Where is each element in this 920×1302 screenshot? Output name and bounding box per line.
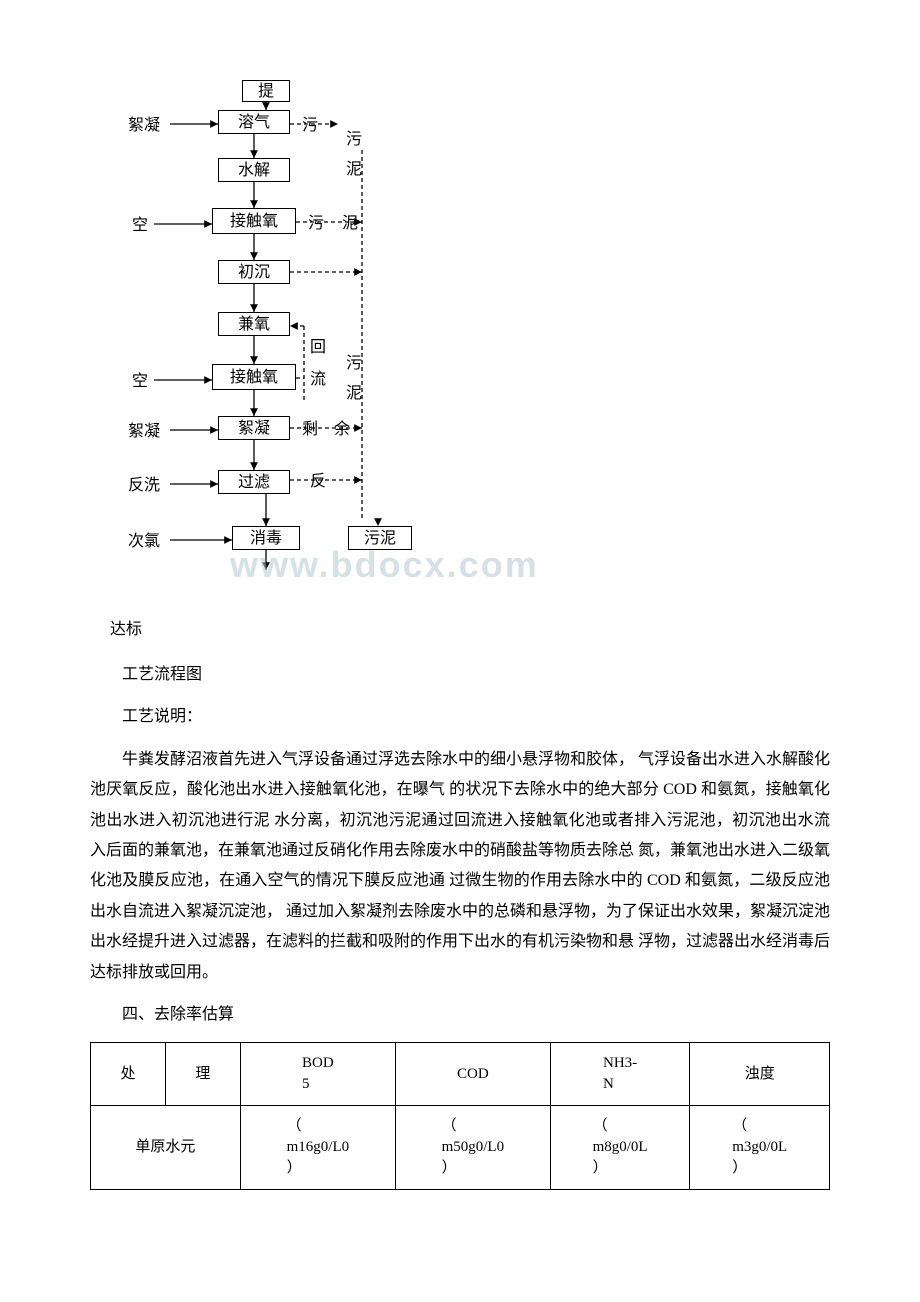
flow-node-n_wuni_r1a: 污 [346,130,362,149]
flow-caption: 工艺流程图 [122,660,830,690]
table-col-1: 理 [165,1043,240,1106]
table-col-5: 浊度 [690,1043,830,1106]
flow-node-n_dabiao: 达标 [110,620,142,639]
flow-node-n_sheng: 剩 [302,420,318,439]
flow-node-n_wuni_r2b: 泥 [346,384,362,403]
flow-node-n_wuni_r1b: 泥 [346,160,362,179]
table-row: 单原水元（m16g0/L0）（m50g0/L0）（m8g0/0L）（m3g0/0… [91,1106,830,1190]
removal-rate-table: 处理BOD5CODNH3-N浊度 单原水元（m16g0/L0）（m50g0/L0… [90,1042,830,1190]
description-heading: 工艺说明： [122,702,830,732]
flow-node-n_xiaodu: 消毒 [232,526,300,550]
table-col-2: BOD5 [240,1043,395,1106]
flow-node-n_tisheng: 提 [242,80,290,102]
flow-node-n_xuning2: 絮凝 [128,422,160,441]
flow-node-n_jiechuyang1: 接触氧 [212,208,296,234]
process-flowchart: 提絮凝溶气污污泥水解空接触氧污泥初沉兼氧回空接触氧流污泥絮凝絮凝剩余反洗过滤反次… [110,80,425,640]
flow-node-n_kong2: 空 [132,372,148,391]
flow-node-n_fan: 反 [310,472,326,491]
flow-node-n_wu2: 污 [308,214,324,233]
flow-node-n_hui: 回 [310,338,326,357]
flow-node-n_xuningbox: 絮凝 [218,416,290,440]
flow-node-n_shuijie: 水解 [218,158,290,182]
flow-node-n_kong1: 空 [132,216,148,235]
flow-node-n_wu1: 污 [302,116,318,135]
flow-node-n_rongqi: 溶气 [218,110,290,134]
flow-node-n_cilv: 次氯 [128,532,160,551]
flow-node-n_jiechuyang2: 接触氧 [212,364,296,390]
flow-node-n_fanxi: 反洗 [128,476,160,495]
table-body: 单原水元（m16g0/L0）（m50g0/L0）（m8g0/0L）（m3g0/0… [91,1106,830,1190]
flow-node-n_chuchen: 初沉 [218,260,290,284]
table-cell: （m16g0/L0） [240,1106,395,1190]
table-col-4: NH3-N [550,1043,690,1106]
table-cell: （m8g0/0L） [550,1106,690,1190]
flow-node-n_wunibox: 污泥 [348,526,412,550]
flow-node-n_jianyang: 兼氧 [218,312,290,336]
flow-node-n_xuning1: 絮凝 [128,116,160,135]
flow-node-n_liu: 流 [310,370,326,389]
flow-node-n_ni2: 泥 [342,214,358,233]
table-col-0: 处 [91,1043,166,1106]
flow-node-n_yu: 余 [334,420,350,439]
table-header-row: 处理BOD5CODNH3-N浊度 [91,1043,830,1106]
table-cell: （m3g0/0L） [690,1106,830,1190]
description-body: 牛粪发酵沼液首先进入气浮设备通过浮选去除水中的细小悬浮物和胶体， 气浮设备出水进… [90,745,830,988]
flow-node-n_wuni_r2a: 污 [346,354,362,373]
table-cell: （m50g0/L0） [395,1106,550,1190]
section-4-heading: 四、去除率估算 [122,1000,830,1030]
table-row-label: 单原水元 [91,1106,241,1190]
table-col-3: COD [395,1043,550,1106]
flow-node-n_guolv: 过滤 [218,470,290,494]
